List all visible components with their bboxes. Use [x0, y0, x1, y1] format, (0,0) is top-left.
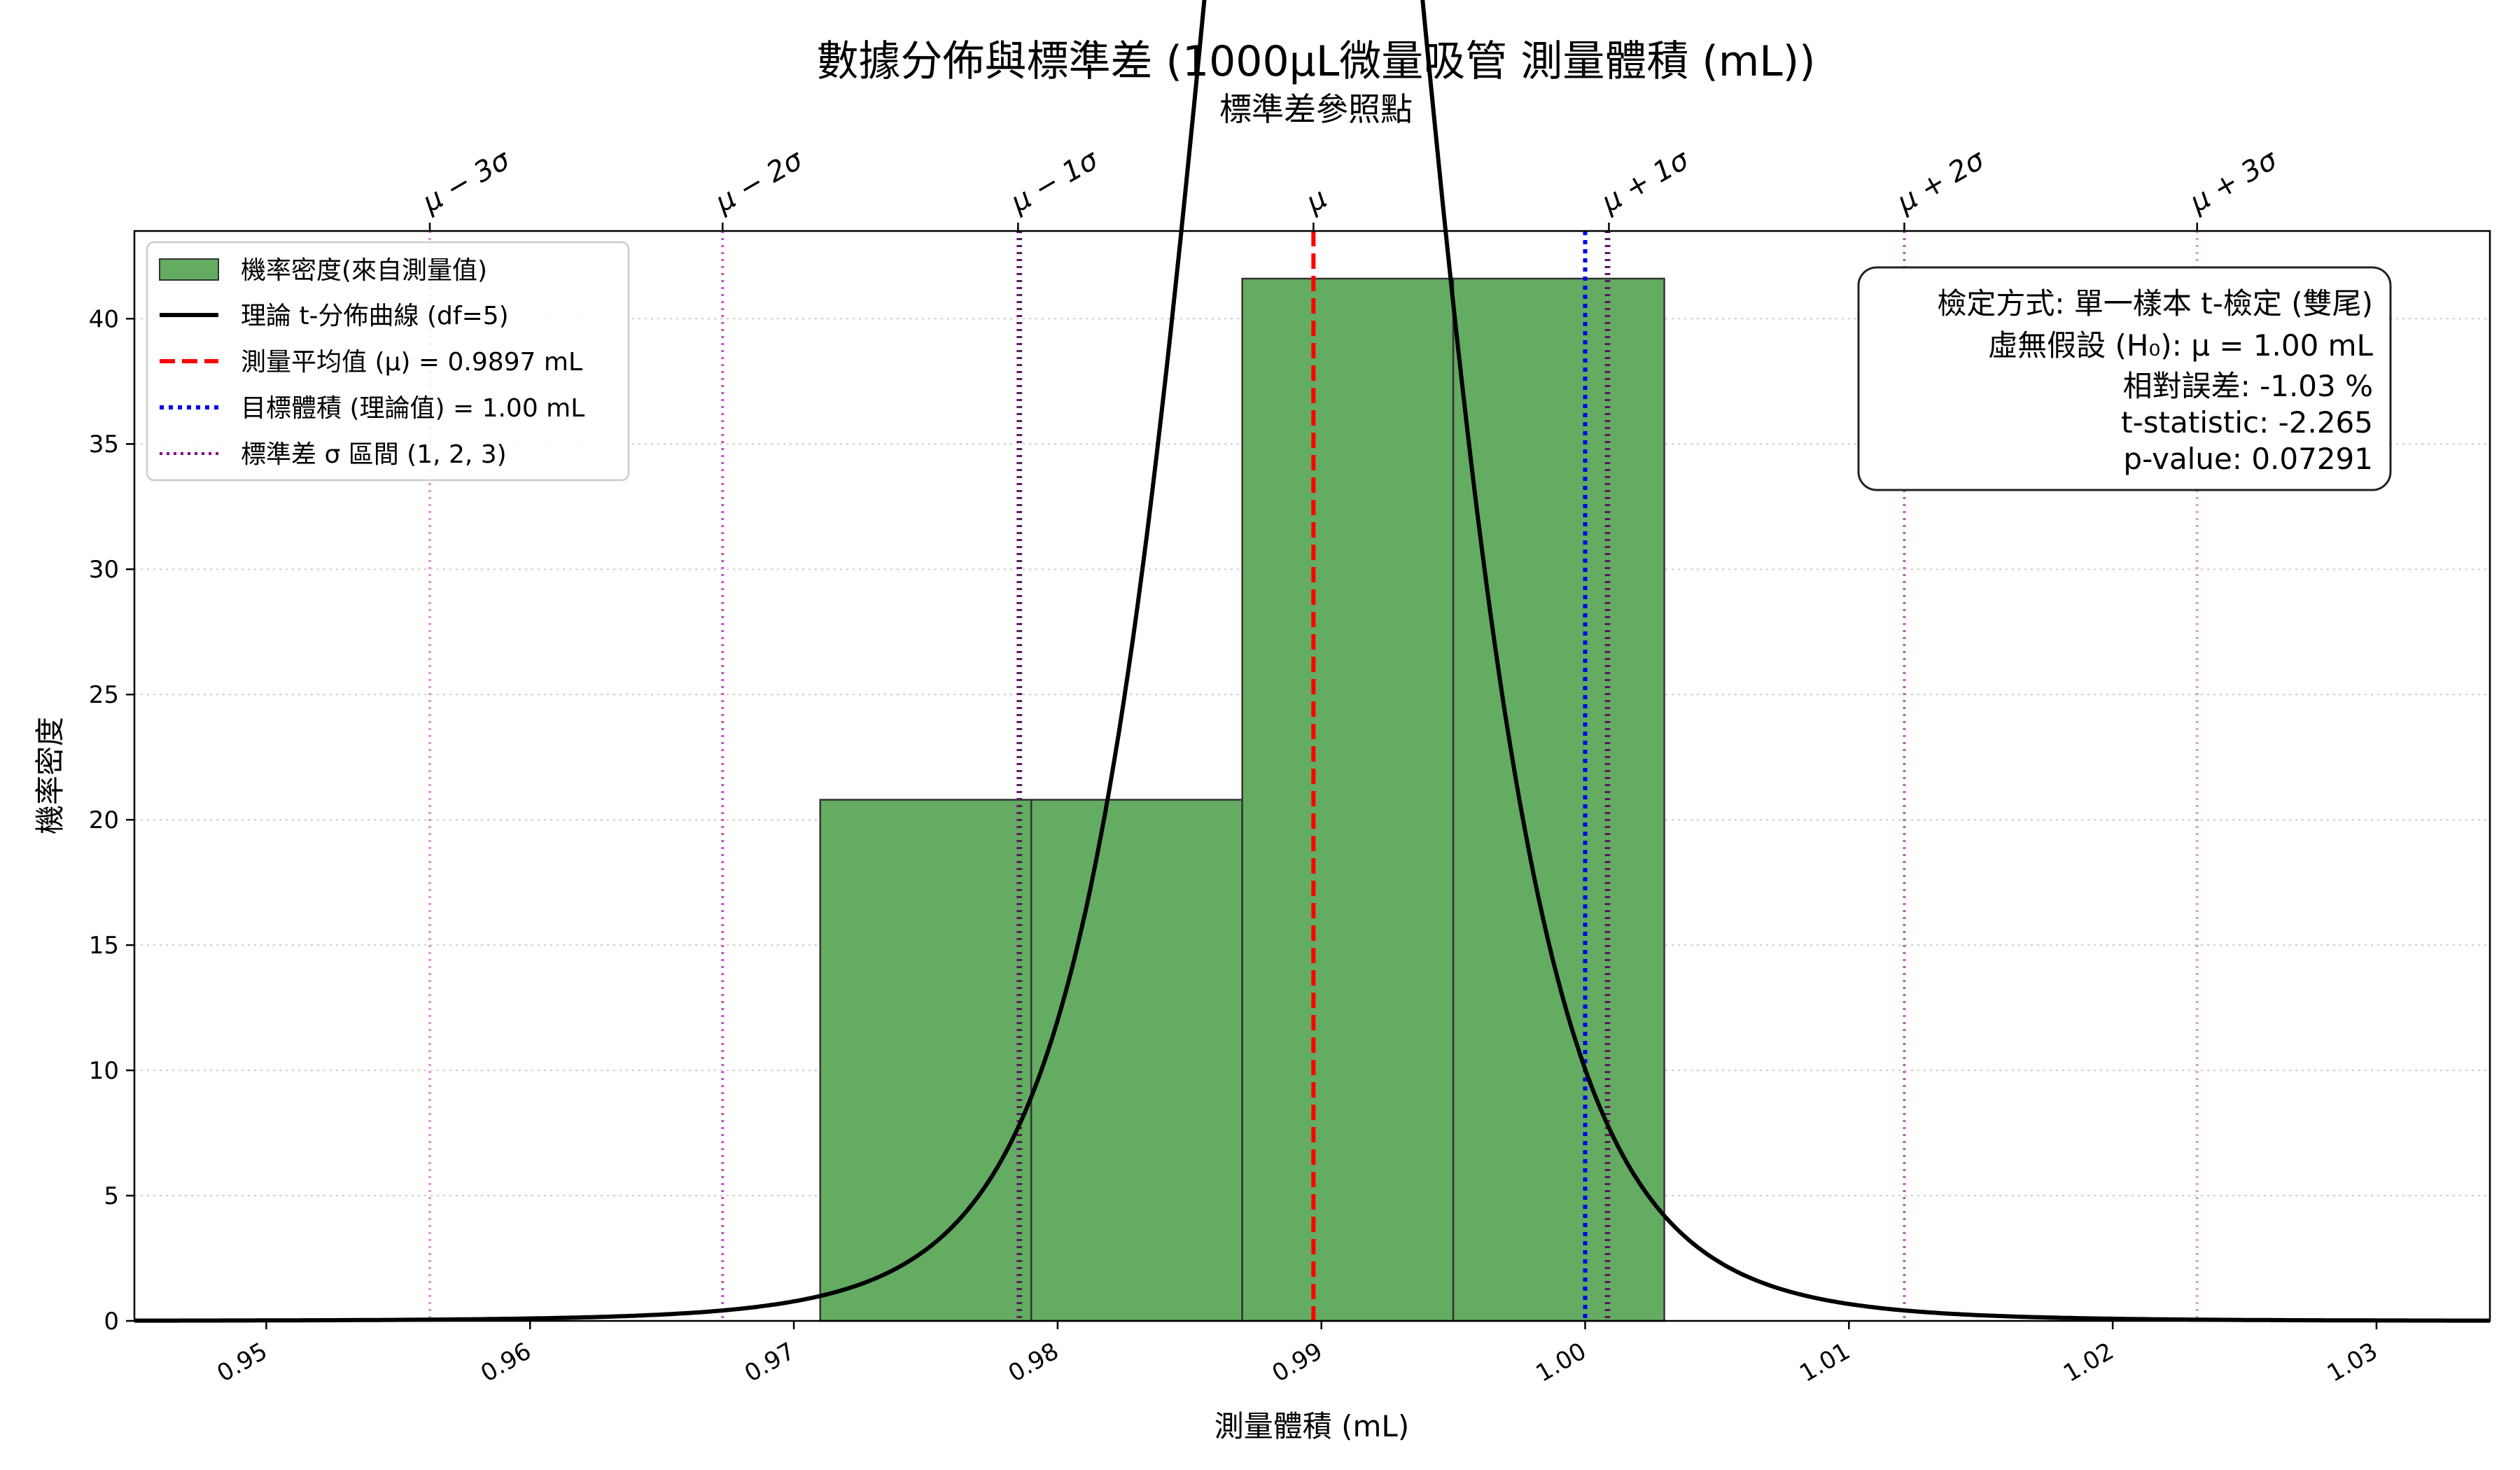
legend-label-curve: 理論 t-分佈曲線 (df=5): [241, 302, 509, 330]
histogram-bar: [1241, 277, 1455, 1322]
x-tick-label: 0.98: [1004, 1337, 1064, 1387]
x-tick-label: 1.00: [1531, 1337, 1591, 1387]
histogram-bar: [1030, 799, 1243, 1322]
x-tick-label: 1.01: [1795, 1337, 1855, 1387]
x-tick-label: 0.96: [476, 1337, 536, 1387]
legend-frame: [146, 241, 630, 482]
y-tick-label: 20: [89, 806, 119, 834]
t-distribution-curve: [134, 0, 2490, 1323]
histogram-bar: [819, 799, 1032, 1322]
legend-label-target: 目標體積 (理論值) = 1.00 mL: [241, 394, 584, 423]
stats-p-value: p-value: 0.07291: [2123, 442, 2373, 476]
plot-frame: [133, 230, 2491, 1322]
legend: 機率密度(來自測量值) 理論 t-分佈曲線 (df=5) 測量平均值 (μ) =…: [146, 241, 630, 482]
x-axis-label: 測量體積 (mL): [1214, 1409, 1409, 1443]
chart-subtitle: 標準差參照點: [1219, 90, 1413, 128]
stats-test-method: 檢定方式: 單一樣本 t-檢定 (雙尾): [1937, 286, 2373, 321]
stats-relative-error: 相對誤差: -1.03 %: [2123, 369, 2373, 403]
sigma-axis-ticks: μ − 3σ μ − 2σ μ − 1σ μ μ + 1σ μ + 2σ μ + 3σ: [416, 143, 2283, 231]
y-tick-label: 0: [104, 1308, 119, 1336]
sigma-tick-label: μ + 2σ: [1891, 143, 1991, 219]
sigma-tick-label: μ + 1σ: [1596, 143, 1695, 219]
chart-title: 數據分佈與標準差 (1000µL微量吸管 測量體積 (mL)): [816, 37, 1815, 86]
y-tick-label: 15: [89, 932, 119, 960]
y-tick-label: 40: [89, 305, 119, 333]
sigma-tick-label: μ − 1σ: [1004, 143, 1104, 219]
y-tick-label: 10: [89, 1057, 119, 1085]
legend-swatch-histogram: [159, 258, 219, 281]
stats-box: 檢定方式: 單一樣本 t-檢定 (雙尾) 虛無假設 (H₀): μ = 1.00…: [1857, 266, 2392, 491]
y-tick-label: 25: [89, 681, 119, 709]
sigma-tick-label: μ − 2σ: [709, 143, 808, 219]
stats-box-frame: [1857, 266, 2392, 491]
y-axis-ticks: 0 5 10 15 20 25 30 35 40: [89, 305, 134, 1336]
stats-null-hypothesis: 虛無假設 (H₀): μ = 1.00 mL: [1988, 328, 2373, 363]
y-tick-label: 35: [89, 430, 119, 458]
x-tick-label: 0.99: [1268, 1337, 1328, 1387]
x-tick-label: 0.97: [740, 1337, 800, 1387]
x-tick-label: 1.03: [2323, 1337, 2383, 1387]
sigma-tick-label: μ: [1301, 182, 1333, 219]
stats-t-statistic: t-statistic: -2.265: [2121, 405, 2373, 440]
legend-label-histogram: 機率密度(來自測量值): [241, 256, 487, 285]
x-axis-ticks: 0.95 0.96 0.97 0.98 0.99 1.00 1.01 1.02 1.03: [212, 1321, 2382, 1388]
sigma-tick-label: μ − 3σ: [416, 143, 516, 219]
histogram-bar: [1452, 277, 1665, 1322]
x-tick-label: 0.95: [212, 1337, 272, 1387]
t-curve-line: [134, 0, 2490, 1323]
x-tick-label: 1.02: [2059, 1337, 2119, 1387]
sigma-tick-label: μ + 3σ: [2184, 143, 2283, 219]
histogram-bars: [819, 277, 1665, 1322]
reference-lines: [428, 231, 2199, 1321]
y-tick-label: 30: [89, 556, 119, 584]
legend-label-sigma: 標準差 σ 區間 (1, 2, 3): [241, 440, 507, 469]
y-axis-label: 機率密度: [33, 717, 67, 834]
y-tick-label: 5: [104, 1182, 119, 1210]
legend-label-mean: 測量平均值 (μ) = 0.9897 mL: [241, 348, 582, 377]
